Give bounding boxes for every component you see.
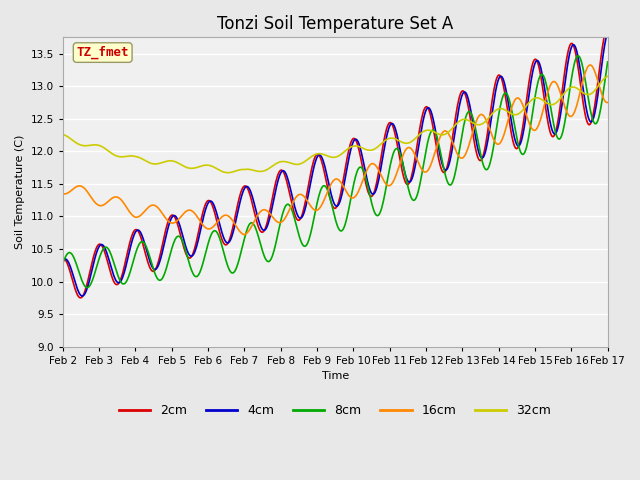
16cm	[586, 62, 594, 68]
4cm	[69, 271, 77, 277]
X-axis label: Time: Time	[322, 372, 349, 381]
2cm	[76, 295, 84, 300]
Line: 8cm: 8cm	[63, 56, 607, 288]
4cm	[210, 202, 218, 207]
4cm	[418, 123, 426, 129]
Title: Tonzi Soil Temperature Set A: Tonzi Soil Temperature Set A	[217, 15, 453, 33]
8cm	[418, 170, 426, 176]
4cm	[59, 258, 67, 264]
8cm	[125, 271, 133, 277]
32cm	[125, 153, 132, 159]
2cm	[181, 248, 189, 253]
Line: 2cm: 2cm	[63, 27, 607, 298]
32cm	[59, 132, 67, 137]
8cm	[604, 59, 611, 65]
8cm	[402, 176, 410, 181]
2cm	[69, 278, 77, 284]
16cm	[180, 210, 188, 216]
16cm	[402, 146, 410, 152]
2cm	[418, 114, 426, 120]
32cm	[418, 130, 426, 135]
8cm	[181, 245, 189, 251]
16cm	[209, 224, 217, 230]
8cm	[59, 261, 67, 266]
8cm	[574, 53, 582, 59]
32cm	[209, 164, 217, 169]
4cm	[125, 248, 133, 254]
2cm	[402, 180, 410, 186]
Line: 32cm: 32cm	[63, 76, 607, 173]
32cm	[402, 140, 410, 146]
Line: 4cm: 4cm	[63, 32, 607, 296]
32cm	[224, 170, 232, 176]
4cm	[79, 293, 86, 299]
16cm	[604, 99, 611, 105]
16cm	[59, 191, 67, 196]
2cm	[59, 256, 67, 262]
8cm	[210, 228, 218, 234]
4cm	[604, 29, 611, 35]
Line: 16cm: 16cm	[63, 65, 607, 235]
4cm	[402, 174, 410, 180]
Text: TZ_fmet: TZ_fmet	[76, 46, 129, 59]
2cm	[210, 206, 218, 212]
16cm	[125, 208, 132, 214]
16cm	[418, 167, 426, 172]
2cm	[125, 241, 133, 247]
2cm	[604, 24, 611, 30]
32cm	[604, 73, 611, 79]
8cm	[69, 252, 77, 258]
8cm	[83, 285, 91, 290]
16cm	[69, 186, 77, 192]
32cm	[69, 137, 77, 143]
4cm	[181, 240, 189, 246]
Y-axis label: Soil Temperature (C): Soil Temperature (C)	[15, 135, 25, 249]
Legend: 2cm, 4cm, 8cm, 16cm, 32cm: 2cm, 4cm, 8cm, 16cm, 32cm	[114, 399, 556, 422]
32cm	[180, 163, 188, 169]
16cm	[241, 232, 248, 238]
